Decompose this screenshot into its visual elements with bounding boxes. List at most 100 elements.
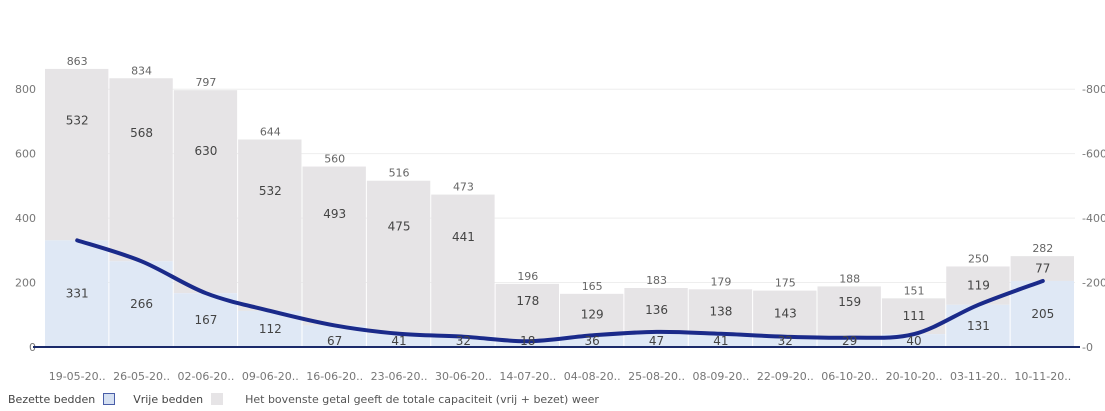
occupied-label: 331 [66, 287, 89, 301]
occupied-label: 29 [842, 334, 857, 348]
total-label: 188 [839, 272, 860, 285]
occupied-label: 266 [130, 297, 153, 311]
x-tick-label: 14-07-20.. [499, 370, 556, 383]
bar-free [366, 180, 431, 334]
y-tick-label-right: -400 [1082, 212, 1105, 225]
x-tick-label: 02-06-20.. [177, 370, 234, 383]
bar-occupied [302, 325, 366, 347]
free-label: 493 [323, 207, 346, 221]
bar-occupied [109, 261, 173, 347]
free-label: 441 [452, 230, 475, 244]
free-label: 111 [903, 309, 926, 323]
occupied-label: 112 [259, 322, 282, 336]
x-tick-label: 06-10-20.. [821, 370, 878, 383]
occupied-label: 18 [520, 334, 535, 348]
y-tick-label-right: -200 [1082, 277, 1105, 290]
y-tick-label-left: 600 [15, 148, 36, 161]
legend-free-swatch [211, 393, 224, 405]
bar-occupied [753, 336, 817, 347]
x-tick-label: 10-11-20.. [1014, 370, 1071, 383]
y-tick-label-left: 800 [15, 83, 36, 96]
free-label: 475 [388, 220, 411, 234]
occupied-label: 32 [778, 334, 793, 348]
total-label: 644 [260, 125, 281, 138]
bar-free [817, 286, 881, 338]
occupied-line [75, 238, 1045, 344]
legend-occupied-label: Bezette bedden [8, 392, 96, 406]
occupied-label: 40 [906, 334, 921, 348]
total-label: 165 [582, 280, 603, 293]
bar-free [238, 139, 302, 311]
legend: Bezette bedden Vrije bedden Het bovenste… [8, 390, 599, 408]
free-label: 178 [516, 294, 539, 308]
bar-occupied [946, 304, 1010, 347]
total-label: 516 [389, 167, 410, 180]
bar-free [109, 78, 173, 262]
bar-free [45, 68, 109, 241]
free-label: 119 [967, 279, 990, 293]
bar-free [688, 289, 753, 334]
bar-occupied [173, 293, 238, 347]
x-tick-label: 30-06-20.. [435, 370, 492, 383]
bar-occupied [560, 335, 624, 347]
occupied-label: 131 [967, 319, 990, 333]
free-label: 630 [194, 144, 217, 158]
total-label: 151 [904, 284, 925, 297]
x-tick-label: 19-05-20.. [49, 370, 106, 383]
y-tick-label-left: 400 [15, 212, 36, 225]
x-tick-label: 26-05-20.. [113, 370, 170, 383]
total-label: 834 [131, 64, 152, 77]
occupied-label: 67 [327, 334, 342, 348]
occupied-label: 167 [194, 313, 217, 327]
total-label: 797 [195, 76, 216, 89]
bar-free [495, 283, 559, 342]
bar-free [173, 90, 238, 294]
y-tick-label-right: -800 [1082, 83, 1105, 96]
free-label: 532 [259, 184, 282, 198]
free-label: 568 [130, 126, 153, 140]
bar-occupied [624, 331, 688, 347]
bar-free [560, 293, 624, 336]
free-label: 159 [838, 295, 861, 309]
total-label: 863 [67, 55, 88, 68]
x-tick-label: 25-08-20.. [628, 370, 685, 383]
bar-occupied [495, 341, 559, 347]
total-label: 183 [646, 274, 667, 287]
bar-free [624, 288, 688, 332]
x-tick-label: 04-08-20.. [564, 370, 621, 383]
free-label: 77 [1035, 262, 1050, 276]
total-label: 250 [968, 252, 989, 265]
bar-free [431, 194, 495, 337]
total-label: 175 [775, 277, 796, 290]
y-tick-label-right: -0 [1082, 341, 1093, 354]
x-tick-label: 22-09-20.. [757, 370, 814, 383]
bar-occupied [817, 337, 881, 347]
total-label: 179 [710, 275, 731, 288]
occupied-label: 205 [1031, 307, 1054, 321]
occupied-label: 47 [649, 334, 664, 348]
free-label: 129 [581, 308, 604, 322]
legend-note: Het bovenste getal geeft de totale capac… [245, 392, 599, 406]
bar-occupied [431, 336, 495, 347]
y-tick-label-left: 200 [15, 277, 36, 290]
free-label: 136 [645, 303, 668, 317]
bar-free [753, 290, 817, 337]
x-tick-label: 20-10-20.. [886, 370, 943, 383]
bar-occupied [366, 333, 431, 347]
bar-free [1010, 256, 1074, 281]
y-tick-label-left: 0 [29, 341, 36, 354]
x-tick-label: 16-06-20.. [306, 370, 363, 383]
legend-free-label: Vrije bedden [133, 392, 204, 406]
total-label: 473 [453, 181, 474, 194]
bar-occupied [688, 333, 753, 347]
total-label: 282 [1032, 242, 1053, 255]
bar-free [302, 166, 366, 326]
free-label: 532 [66, 113, 89, 127]
occupied-label: 41 [391, 334, 406, 348]
y-tick-label-right: -600 [1082, 148, 1105, 161]
free-label: 138 [709, 305, 732, 319]
x-tick-label: 03-11-20.. [950, 370, 1007, 383]
x-tick-label: 23-06-20.. [371, 370, 428, 383]
x-tick-label: 08-09-20.. [692, 370, 749, 383]
occupied-label: 36 [585, 334, 600, 348]
